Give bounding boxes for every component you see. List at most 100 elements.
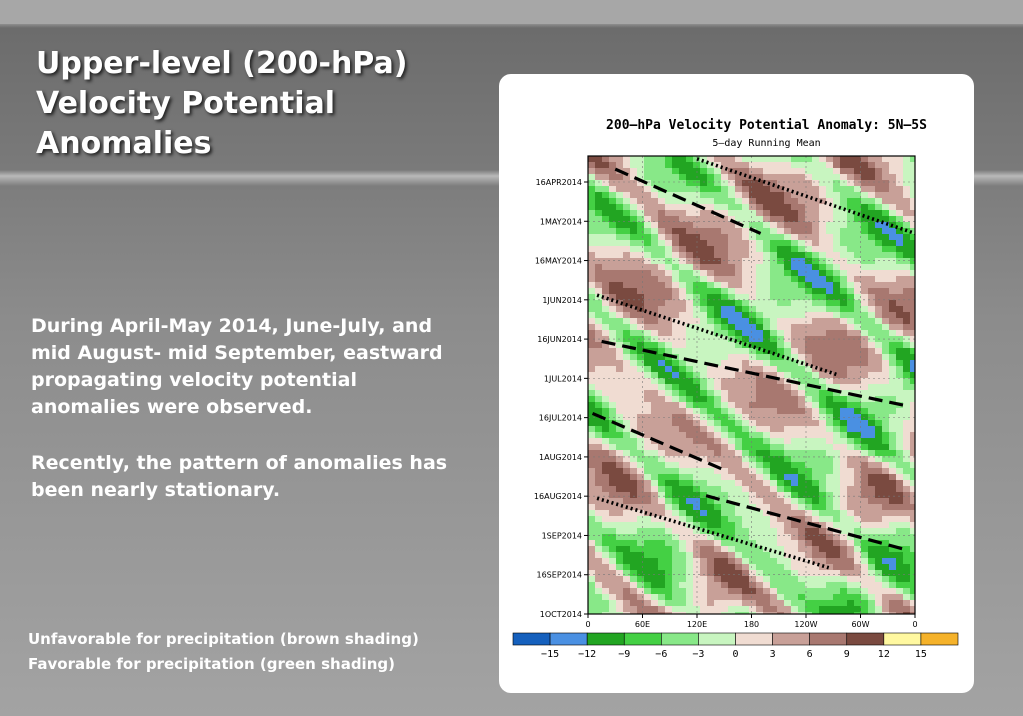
anomaly-cell — [651, 222, 659, 229]
anomaly-cell — [742, 264, 750, 271]
anomaly-cell — [742, 378, 750, 385]
anomaly-cell — [896, 156, 904, 163]
anomaly-cell — [833, 522, 841, 529]
anomaly-cell — [623, 252, 631, 259]
anomaly-cell — [889, 270, 897, 277]
anomaly-cell — [644, 318, 652, 325]
anomaly-cell — [798, 234, 806, 241]
anomaly-cell — [882, 198, 890, 205]
anomaly-cell — [791, 444, 799, 451]
anomaly-cell — [798, 546, 806, 553]
anomaly-cell — [602, 300, 610, 307]
anomaly-cell — [735, 594, 743, 601]
anomaly-cell — [588, 534, 596, 541]
anomaly-cell — [882, 186, 890, 193]
anomaly-cell — [840, 210, 848, 217]
anomaly-cell — [609, 408, 617, 415]
anomaly-cell — [784, 300, 792, 307]
anomaly-cell — [763, 564, 771, 571]
anomaly-cell — [665, 162, 673, 169]
anomaly-cell — [868, 360, 876, 367]
anomaly-cell — [644, 432, 652, 439]
anomaly-cell — [889, 462, 897, 469]
anomaly-cell — [651, 384, 659, 391]
anomaly-cell — [798, 342, 806, 349]
anomaly-cell — [679, 228, 687, 235]
anomaly-cell — [644, 558, 652, 565]
anomaly-cell — [791, 192, 799, 199]
anomaly-cell — [623, 564, 631, 571]
anomaly-cell — [665, 282, 673, 289]
anomaly-cell — [812, 168, 820, 175]
anomaly-cell — [833, 270, 841, 277]
anomaly-cell — [882, 606, 890, 613]
anomaly-cell — [714, 186, 722, 193]
anomaly-cell — [602, 318, 610, 325]
anomaly-cell — [693, 492, 701, 499]
anomaly-cell — [700, 594, 708, 601]
anomaly-cell — [679, 222, 687, 229]
anomaly-cell — [651, 546, 659, 553]
anomaly-cell — [588, 330, 596, 337]
anomaly-cell — [889, 162, 897, 169]
anomaly-cell — [651, 216, 659, 223]
anomaly-cell — [840, 504, 848, 511]
anomaly-cell — [721, 366, 729, 373]
anomaly-cell — [707, 534, 715, 541]
anomaly-cell — [707, 510, 715, 517]
anomaly-cell — [700, 216, 708, 223]
anomaly-cell — [889, 426, 897, 433]
anomaly-cell — [637, 600, 645, 607]
anomaly-cell — [889, 456, 897, 463]
anomaly-cell — [756, 348, 764, 355]
anomaly-cell — [644, 516, 652, 523]
anomaly-cell — [630, 384, 638, 391]
anomaly-cell — [700, 600, 708, 607]
anomaly-cell — [826, 504, 834, 511]
anomaly-cell — [903, 282, 911, 289]
anomaly-cell — [672, 414, 680, 421]
anomaly-cell — [861, 258, 869, 265]
anomaly-cell — [840, 540, 848, 547]
anomaly-cell — [826, 528, 834, 535]
anomaly-cell — [861, 372, 869, 379]
anomaly-cell — [819, 384, 827, 391]
anomaly-cell — [798, 564, 806, 571]
anomaly-cell — [896, 420, 904, 427]
anomaly-cell — [609, 360, 617, 367]
anomaly-cell — [742, 216, 750, 223]
anomaly-cell — [616, 492, 624, 499]
anomaly-cell — [903, 306, 911, 313]
anomaly-cell — [637, 198, 645, 205]
anomaly-cell — [833, 300, 841, 307]
anomaly-cell — [889, 588, 897, 595]
anomaly-cell — [749, 288, 757, 295]
anomaly-cell — [721, 504, 729, 511]
anomaly-cell — [707, 300, 715, 307]
anomaly-cell — [658, 558, 666, 565]
anomaly-cell — [903, 462, 911, 469]
anomaly-cell — [868, 468, 876, 475]
anomaly-cell — [812, 318, 820, 325]
anomaly-cell — [861, 264, 869, 271]
anomaly-cell — [735, 192, 743, 199]
anomaly-cell — [903, 186, 911, 193]
anomaly-cell — [616, 306, 624, 313]
anomaly-cell — [889, 360, 897, 367]
anomaly-cell — [763, 504, 771, 511]
anomaly-cell — [728, 186, 736, 193]
anomaly-cell — [623, 276, 631, 283]
anomaly-cell — [903, 234, 911, 241]
anomaly-cell — [882, 318, 890, 325]
anomaly-cell — [637, 486, 645, 493]
anomaly-cell — [742, 354, 750, 361]
anomaly-cell — [784, 216, 792, 223]
anomaly-cell — [714, 486, 722, 493]
anomaly-cell — [609, 534, 617, 541]
anomaly-cell — [665, 570, 673, 577]
anomaly-cell — [896, 252, 904, 259]
anomaly-cell — [763, 498, 771, 505]
anomaly-cell — [616, 180, 624, 187]
anomaly-cell — [679, 510, 687, 517]
anomaly-cell — [840, 366, 848, 373]
